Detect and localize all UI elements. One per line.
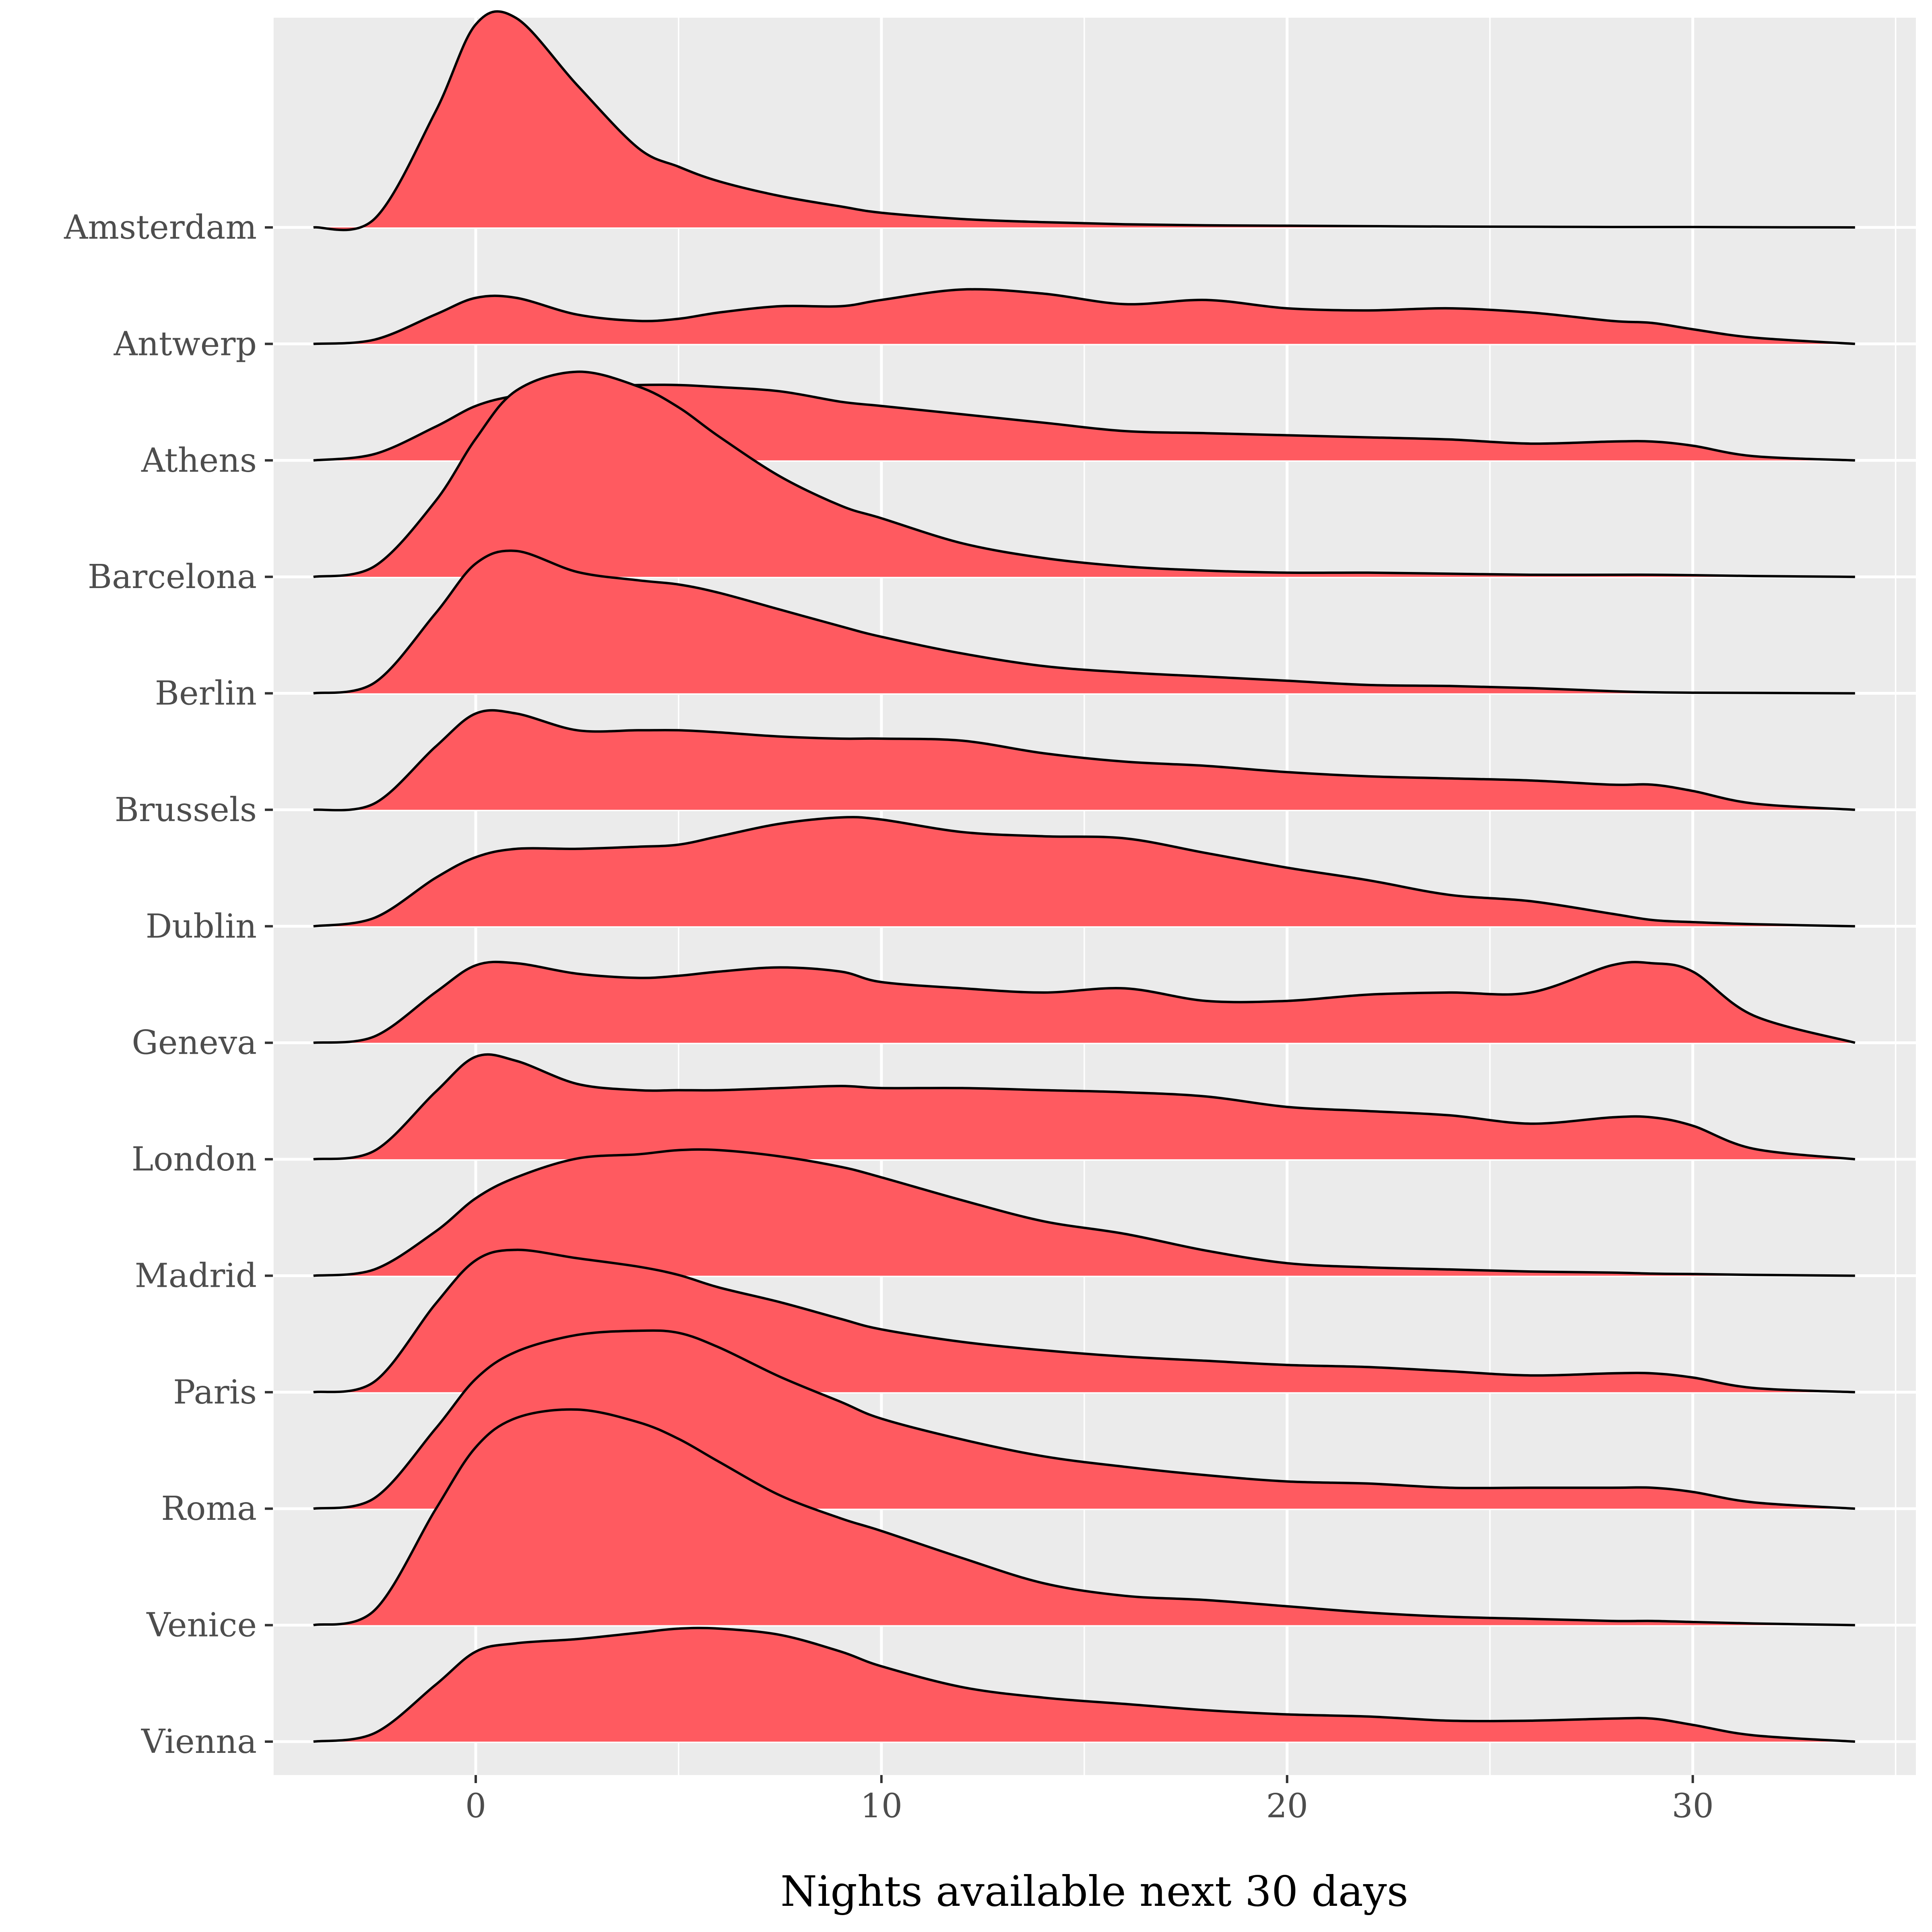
ridge-fill bbox=[313, 551, 1855, 694]
ridge-fill bbox=[313, 710, 1855, 810]
ridge-outline bbox=[313, 1408, 1855, 1627]
ridge-berlin bbox=[313, 549, 1855, 695]
ridge-outline bbox=[313, 816, 1855, 928]
y-tick-label: Berlin bbox=[155, 675, 257, 713]
ridge-outline bbox=[313, 709, 1855, 811]
y-tick-label: Athens bbox=[141, 442, 257, 480]
y-tick-label: Paris bbox=[173, 1373, 257, 1412]
ridge-antwerp bbox=[313, 288, 1855, 345]
ridge-london bbox=[313, 1053, 1856, 1161]
y-tick-label: Vienna bbox=[141, 1723, 257, 1761]
y-tick-label: Roma bbox=[161, 1490, 257, 1528]
x-tick-label: 20 bbox=[1266, 1787, 1308, 1825]
ridge-outline bbox=[313, 1053, 1856, 1161]
ridge-barcelona bbox=[313, 370, 1855, 578]
y-tick-label: Madrid bbox=[135, 1257, 257, 1295]
ridge-vienna bbox=[313, 1627, 1855, 1743]
ridge-outline bbox=[313, 549, 1855, 695]
ridge-madrid bbox=[313, 1148, 1855, 1277]
ridge-brussels bbox=[313, 709, 1855, 811]
ridge-outline bbox=[313, 1329, 1855, 1510]
ridge-fill bbox=[313, 817, 1855, 927]
ridge-dublin bbox=[313, 816, 1855, 928]
ridge-outline bbox=[313, 10, 1855, 231]
y-tick-label: London bbox=[132, 1140, 257, 1179]
ridge-fill bbox=[313, 1054, 1855, 1160]
ridge-fill bbox=[313, 1628, 1855, 1742]
x-tick-label: 30 bbox=[1672, 1787, 1713, 1825]
ridge-amsterdam bbox=[313, 10, 1855, 231]
y-tick-label: Brussels bbox=[115, 791, 257, 829]
y-tick-label: Antwerp bbox=[114, 325, 257, 363]
y-tick-label: Dublin bbox=[146, 907, 257, 945]
x-axis: 0 10 20 30 bbox=[465, 1775, 1714, 1825]
ridge-outline bbox=[313, 960, 1856, 1044]
x-tick-label: 0 bbox=[465, 1787, 486, 1825]
y-tick-label: Geneva bbox=[132, 1024, 257, 1062]
ridge-fill bbox=[313, 962, 1855, 1043]
y-tick-label: Venice bbox=[146, 1606, 257, 1645]
x-axis-title: Nights available next 30 days bbox=[780, 1867, 1408, 1916]
y-tick-label: Barcelona bbox=[88, 558, 257, 596]
ridge-outline bbox=[313, 1627, 1855, 1743]
ridge-fill bbox=[313, 1409, 1855, 1625]
ridge-fill bbox=[313, 1149, 1855, 1276]
ridge-venice bbox=[313, 1408, 1855, 1627]
y-tick-label: Amsterdam bbox=[64, 208, 257, 247]
ridge-outline bbox=[313, 1249, 1855, 1393]
x-tick-label: 10 bbox=[861, 1787, 902, 1825]
ridge-outline bbox=[313, 1148, 1855, 1277]
ridge-outline bbox=[313, 370, 1855, 578]
ridge-fill bbox=[313, 289, 1855, 344]
ridge-geneva bbox=[313, 960, 1856, 1044]
ridges bbox=[313, 10, 1856, 1743]
y-axis: Amsterdam Antwerp Athens Barcelona Berlin Bru… bbox=[64, 208, 273, 1761]
ridge-outline bbox=[313, 288, 1855, 345]
